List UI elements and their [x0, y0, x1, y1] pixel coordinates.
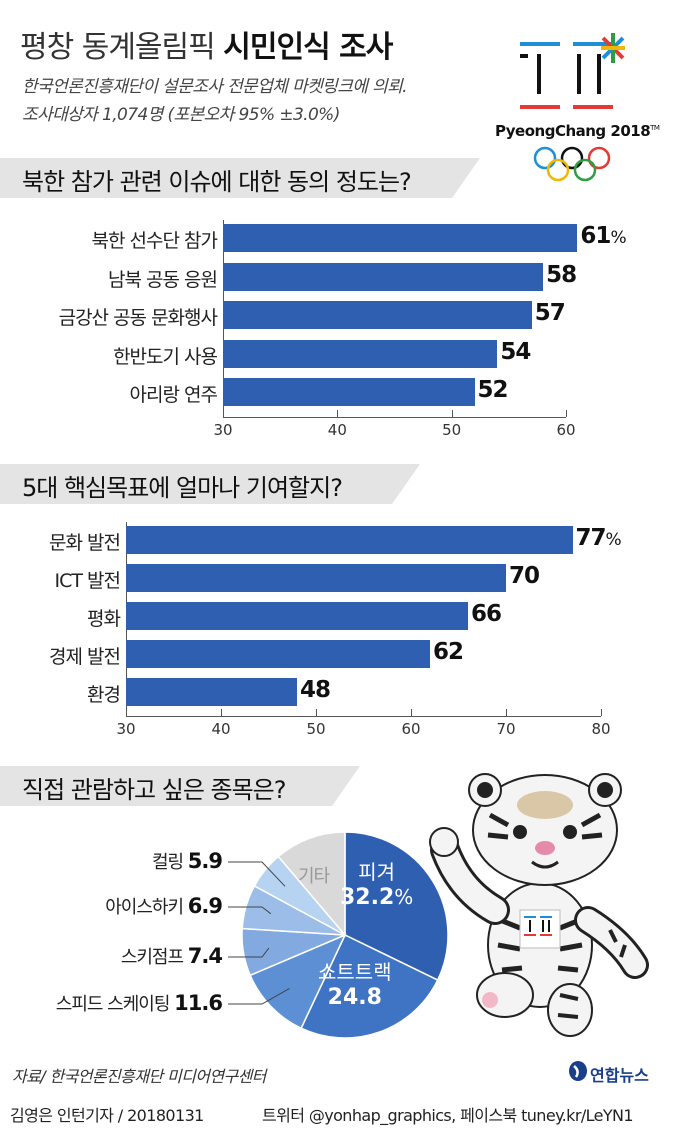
title-normal: 평창 동계올림픽: [20, 30, 216, 65]
bar: [223, 224, 578, 252]
pie-outside-label: 아이스하키 6.9: [105, 894, 223, 918]
leader-line: [228, 988, 290, 1005]
title-bold: 시민인식 조사: [223, 30, 393, 65]
olympic-rings-icon: [533, 146, 611, 182]
tick-label: 60: [556, 420, 576, 439]
pie-inside-label: 쇼트트랙 24.8: [318, 960, 392, 1010]
tick-label: 40: [327, 420, 347, 439]
pie-chart: [228, 831, 449, 1039]
tick-label: 50: [442, 420, 462, 439]
category-label: 아리랑 연주: [129, 384, 218, 406]
subtitle-line2: 조사대상자 1,074명 (포본오차 95% ±3.0%): [22, 105, 340, 125]
pie-outside-label: 컬링 5.9: [151, 849, 223, 873]
category-label: 북한 선수단 참가: [91, 230, 218, 252]
category-label: 문화 발전: [49, 532, 121, 554]
tick-label: 80: [591, 720, 611, 738]
pie-slice: [277, 831, 346, 938]
category-label: 경제 발전: [49, 646, 121, 668]
section1-header: 북한 참가 관련 이슈에 대한 동의 정도는?: [0, 158, 480, 198]
pie-inside-label: 피겨 32.2%: [340, 860, 414, 910]
tick-mark: [221, 709, 222, 716]
bar: [126, 564, 506, 592]
bar: [126, 602, 468, 630]
page-title: 평창 동계올림픽 시민인식 조사: [20, 22, 393, 66]
pyeongchang-emblem-icon: [520, 33, 625, 109]
tick-label: 30: [213, 420, 233, 439]
section2-title: 5대 핵심목표에 얼마나 기여할지?: [22, 474, 343, 502]
tick-mark: [506, 709, 507, 716]
category-label: 금강산 공동 문화행사: [58, 307, 218, 329]
bar: [223, 339, 498, 368]
pie-outside-label: 스키점프 7.4: [120, 944, 223, 968]
tick-mark: [223, 409, 224, 417]
axis-line-horizontal: [223, 416, 566, 418]
footer-social: 트위터 @yonhap_graphics, 페이스북 tuney.kr/LeYN…: [262, 1106, 634, 1125]
bar: [126, 640, 430, 668]
tick-label: 70: [496, 720, 516, 738]
pie-outside-label: 스피드 스케이팅 11.6: [55, 991, 223, 1015]
leader-line: [228, 947, 270, 958]
tick-label: 50: [306, 720, 326, 738]
pie-slice: [300, 933, 439, 1039]
subtitle-line1: 한국언론진흥재단이 설문조사 전문업체 마켓링크에 의뢰.: [22, 77, 408, 97]
bar: [126, 526, 573, 554]
pie-slice: [344, 831, 449, 982]
category-label: 남북 공동 응원: [108, 268, 218, 291]
category-label: 한반도기 사용: [113, 345, 218, 368]
value-label: 57: [534, 300, 566, 326]
pie-slice: [249, 933, 347, 1030]
value-label: 70: [509, 563, 540, 589]
yonhap-brand: 연합뉴스: [590, 1066, 649, 1085]
value-label: 58: [546, 261, 577, 288]
tick-mark: [316, 709, 317, 716]
tick-label: 30: [116, 720, 136, 738]
value-label: 77%: [575, 525, 622, 551]
section3-header: 직접 관람하고 싶은 종목은?: [0, 766, 360, 806]
section3-title: 직접 관람하고 싶은 종목은?: [22, 776, 287, 804]
pie-inside-label: 기타: [298, 866, 330, 887]
category-label: 환경: [87, 684, 121, 706]
tick-mark: [566, 409, 567, 417]
tick-mark: [411, 709, 412, 716]
tick-label: 40: [211, 720, 231, 738]
value-label: 52: [477, 377, 509, 403]
bar: [126, 678, 297, 706]
footer-credit: 김영은 인턴기자 / 20180131: [10, 1106, 204, 1125]
tick-mark: [601, 709, 602, 716]
tick-label: 60: [401, 720, 421, 738]
value-label: 48: [300, 677, 331, 703]
tick-mark: [451, 409, 453, 417]
leader-line: [228, 906, 272, 915]
value-label: 62: [433, 639, 464, 665]
category-label: 평화: [87, 608, 121, 630]
section2-header: 5대 핵심목표에 얼마나 기여할지?: [0, 464, 420, 504]
value-label: 54: [500, 338, 531, 365]
value-label: 66: [471, 601, 502, 627]
bar: [223, 378, 475, 406]
tick-mark: [337, 409, 339, 417]
pyeongchang-logo-text: PyeongChang 2018TM: [495, 122, 660, 140]
value-label: 61%: [580, 223, 626, 249]
tick-mark: [126, 709, 127, 716]
soohorang-mascot-icon: [429, 773, 649, 1037]
bar: [223, 262, 544, 291]
section1-title: 북한 참가 관련 이슈에 대한 동의 정도는?: [22, 168, 412, 196]
yonhap-logo-icon: [569, 1061, 587, 1081]
axis-line-horizontal: [126, 716, 601, 717]
leader-line: [228, 861, 286, 887]
source-note: 자료/ 한국언론진흥재단 미디어연구센터: [12, 1067, 266, 1086]
category-label: ICT 발전: [54, 570, 121, 592]
bar: [223, 301, 532, 329]
